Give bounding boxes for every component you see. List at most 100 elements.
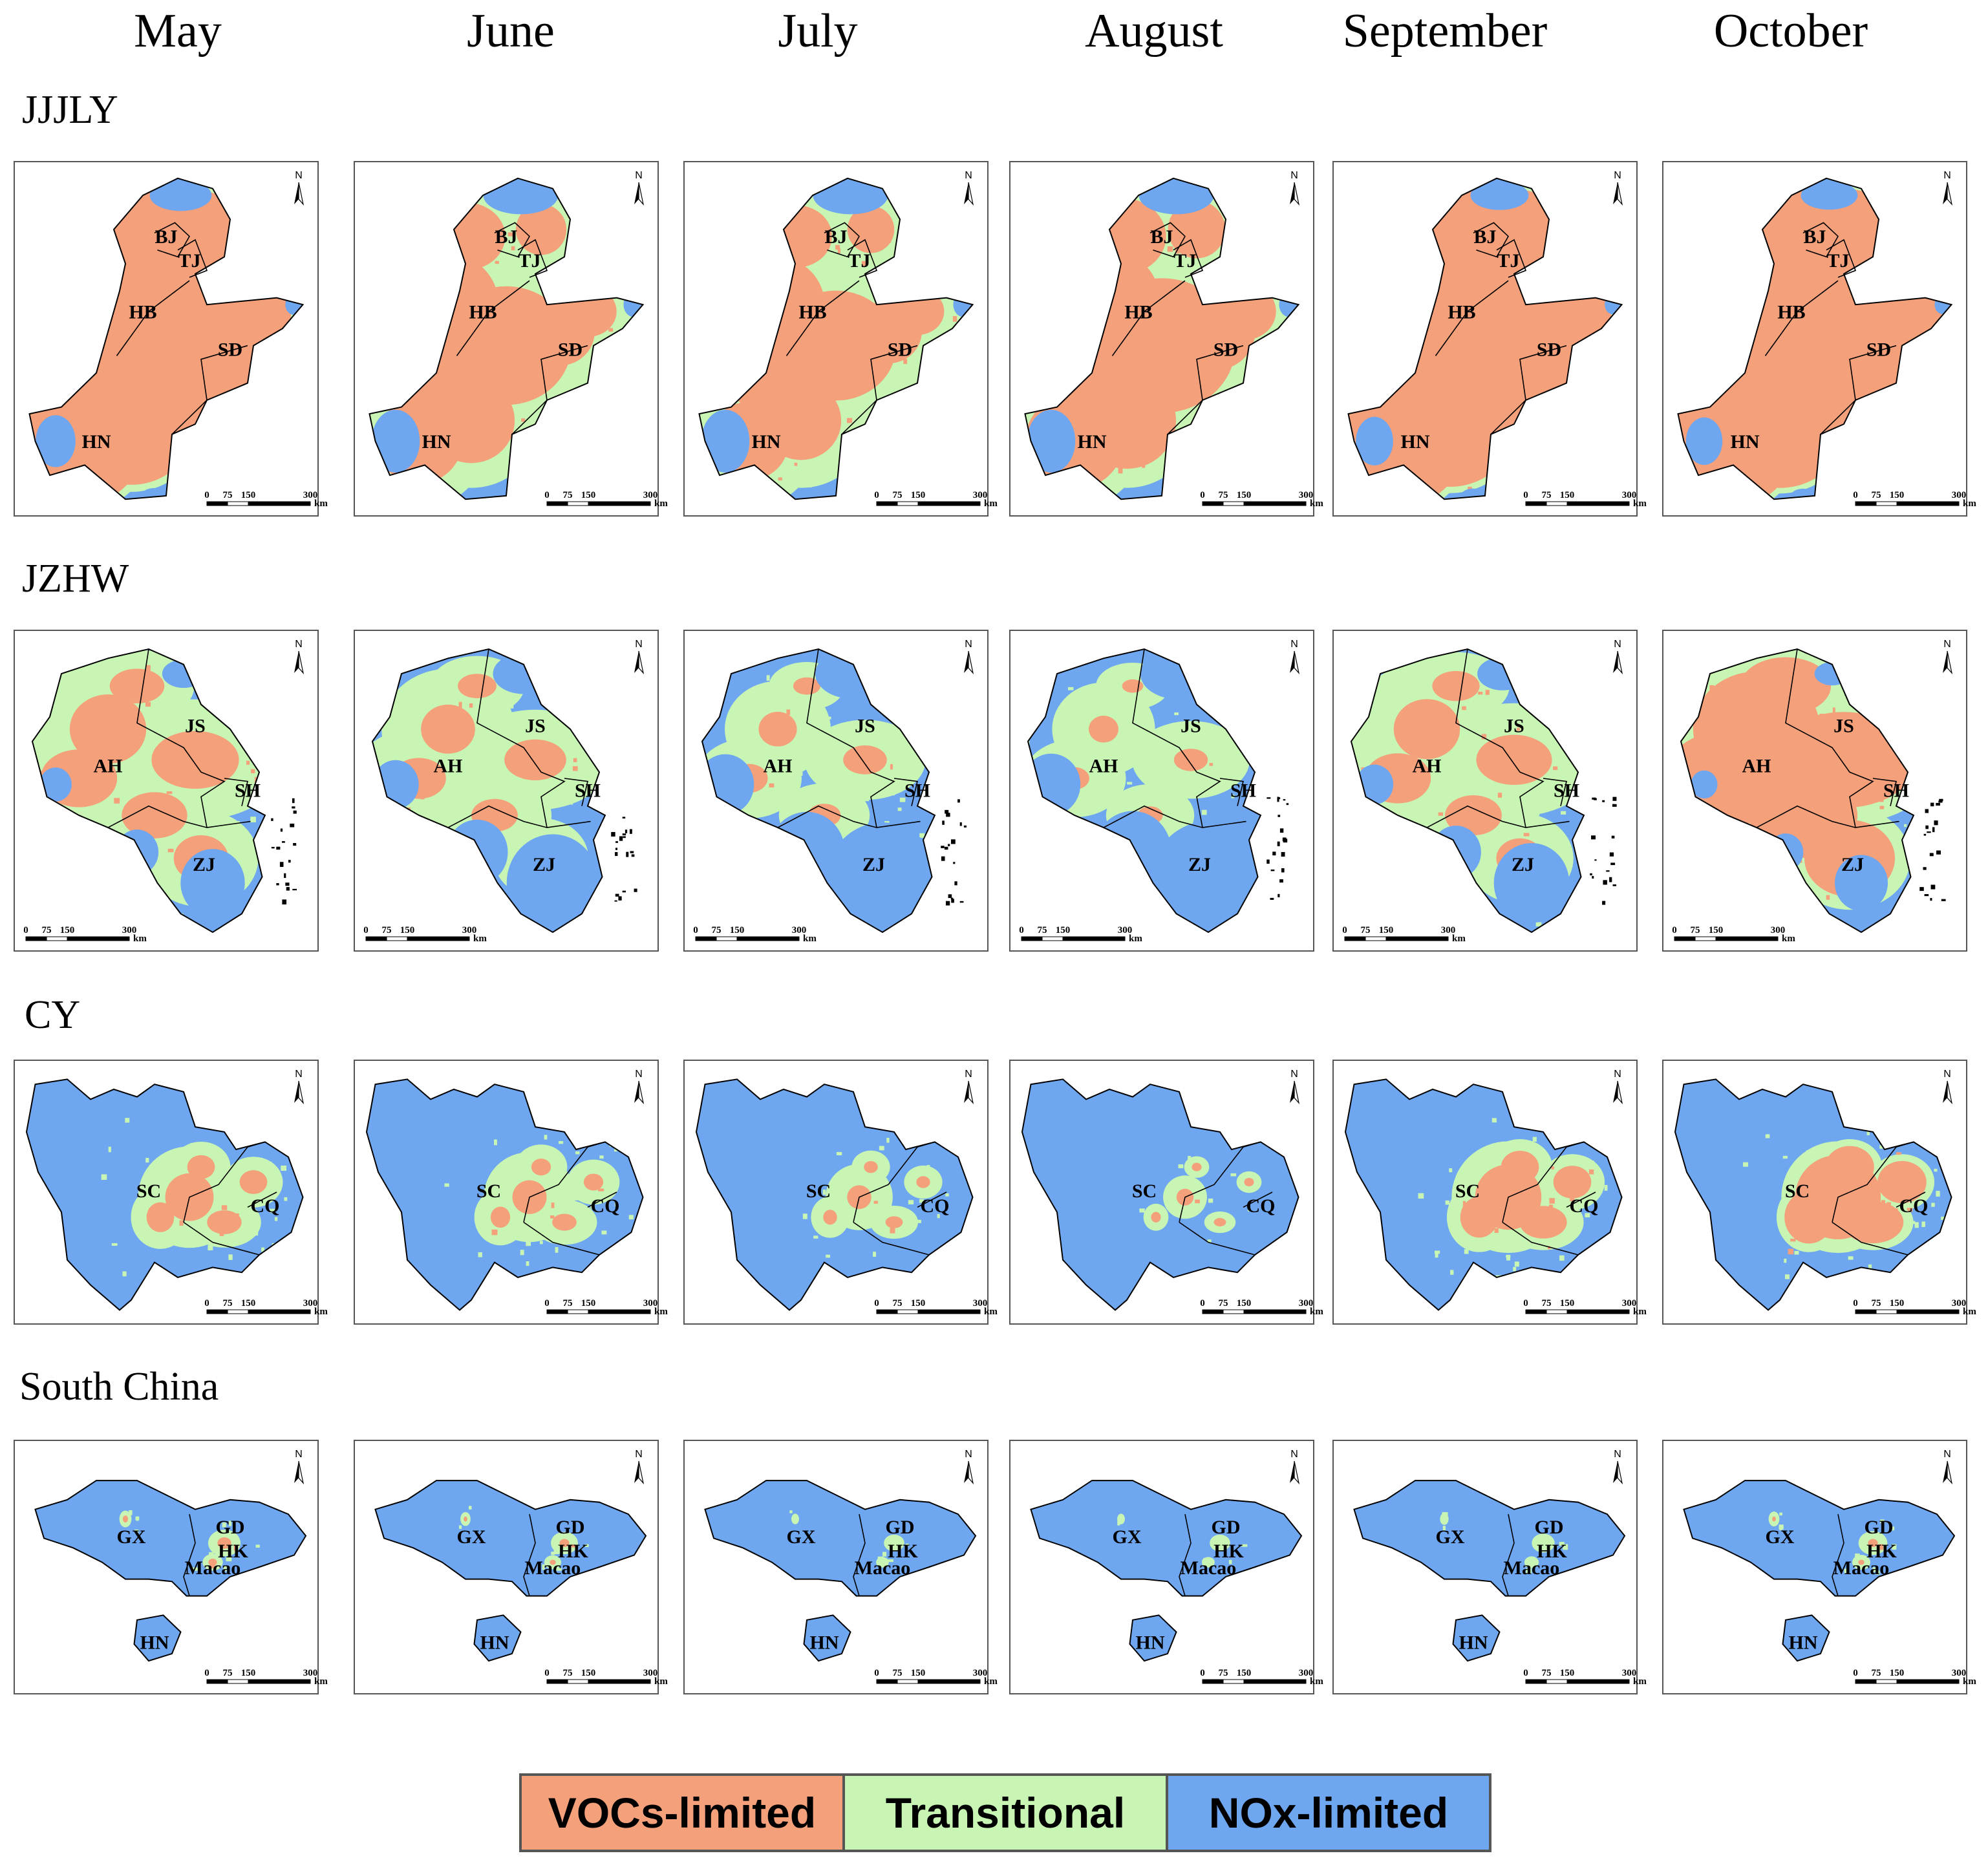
transitional-speckle — [520, 1210, 525, 1215]
transitional-speckle — [1872, 1567, 1878, 1572]
island-mark — [954, 881, 957, 886]
transitional-speckle — [125, 1118, 130, 1123]
province-label-bj: BJ — [495, 226, 517, 248]
vocs-speckle — [794, 462, 798, 466]
vocs-speckle — [248, 1189, 253, 1193]
north-arrow-half-dark — [294, 651, 299, 673]
vocs-limited-area — [1213, 1218, 1226, 1227]
transitional-speckle — [1781, 143, 1785, 145]
vocs-limited-area — [122, 1515, 129, 1523]
transitional-speckle — [477, 784, 483, 787]
scale-segment — [227, 501, 249, 506]
island-mark — [618, 896, 622, 901]
vocs-speckle — [608, 328, 614, 332]
province-boundary — [1502, 1221, 1579, 1255]
vocs-speckle — [125, 469, 131, 473]
transitional-speckle — [195, 1226, 198, 1231]
island-mark — [1594, 859, 1597, 861]
scale-tick-label: 75 — [1542, 1668, 1552, 1678]
vocs-speckle — [208, 839, 214, 844]
province-label-sh: SH — [904, 780, 930, 802]
transitional-speckle — [1546, 1178, 1552, 1182]
vocs-speckle — [1833, 1217, 1839, 1224]
province-label-hb: HB — [1448, 301, 1475, 323]
province-label-zj: ZJ — [1188, 854, 1211, 875]
transitional-speckle — [1003, 434, 1005, 439]
province-label-zj: ZJ — [1512, 854, 1534, 875]
island-mark — [1592, 875, 1594, 879]
vocs-speckle — [1422, 347, 1427, 352]
scale-segment — [1525, 1309, 1547, 1314]
island-mark — [1270, 897, 1274, 900]
transitional-speckle — [822, 1190, 826, 1195]
vocs-speckle — [1795, 1232, 1801, 1237]
month-label-june: June — [467, 5, 555, 58]
vocs-speckle — [1553, 766, 1558, 771]
transitional-speckle — [4, 470, 6, 475]
transitional-speckle — [1799, 604, 1804, 610]
vocs-speckle — [1795, 774, 1800, 780]
transitional-speckle — [185, 707, 189, 712]
nox-limited-patch — [141, 487, 168, 500]
scale-tick-label: 75 — [893, 1668, 903, 1678]
scale-segment — [1855, 1679, 1877, 1684]
hainan-outline — [133, 1614, 182, 1662]
vocs-speckle — [1838, 359, 1841, 364]
transitional-speckle — [873, 740, 877, 747]
scale-tick-label: 300 — [1952, 1298, 1967, 1308]
scale-segment — [386, 936, 408, 941]
vocs-speckle — [179, 1220, 184, 1226]
scale-tick-label: 0 — [874, 490, 879, 500]
transitional-speckle — [1418, 1193, 1424, 1199]
scale-segment — [876, 501, 898, 506]
scale-segment — [1694, 936, 1716, 941]
vocs-speckle — [1726, 744, 1732, 749]
transitional-speckle — [559, 1141, 564, 1144]
nox-limited-patch — [1685, 417, 1723, 465]
vocs-speckle — [1458, 287, 1463, 292]
month-label-october: October — [1714, 5, 1868, 58]
transitional-speckle — [860, 288, 866, 294]
vocs-speckle — [1396, 721, 1400, 728]
transitional-speckle — [676, 405, 679, 408]
scale-tick-label: 0 — [363, 925, 369, 935]
vocs-speckle — [251, 769, 255, 774]
province-boundary — [136, 648, 226, 828]
vocs-speckle — [1844, 382, 1847, 385]
island-mark — [615, 841, 618, 843]
scale-segment — [1021, 936, 1043, 941]
vocs-limited-area — [239, 1170, 268, 1194]
transitional-speckle — [1448, 1212, 1454, 1217]
scale-tick-label: 300 — [303, 490, 318, 500]
scale-tick-label: 300 — [973, 1298, 988, 1308]
transitional-speckle — [766, 675, 770, 681]
province-label-bj: BJ — [1150, 226, 1173, 248]
province-boundary — [177, 239, 208, 278]
province-label-js: JS — [185, 716, 206, 737]
vocs-speckle — [831, 302, 837, 306]
scale-tick-label: 150 — [1890, 490, 1905, 500]
scale-tick-label: 150 — [730, 925, 745, 935]
island-mark — [1612, 804, 1617, 807]
transitional-speckle — [465, 769, 472, 773]
province-boundary — [1219, 778, 1244, 806]
scale-tick-label: 150 — [911, 490, 926, 500]
north-arrow-icon: N — [1613, 170, 1623, 206]
province-label-ah: AH — [1089, 755, 1118, 776]
transitional-speckle — [882, 1195, 888, 1201]
legend-label: Transitional — [886, 1789, 1125, 1837]
scale-segment — [876, 1679, 898, 1684]
nox-limited-patch — [180, 849, 245, 917]
north-arrow-half-light — [1947, 182, 1953, 206]
transitional-speckle — [190, 1143, 193, 1148]
north-arrow-half-dark — [294, 1081, 299, 1103]
island-mark — [1929, 853, 1934, 857]
transitional-speckle — [330, 332, 334, 336]
transitional-speckle — [1487, 522, 1491, 527]
vocs-speckle — [1845, 284, 1849, 290]
transitional-speckle — [9, 404, 12, 407]
